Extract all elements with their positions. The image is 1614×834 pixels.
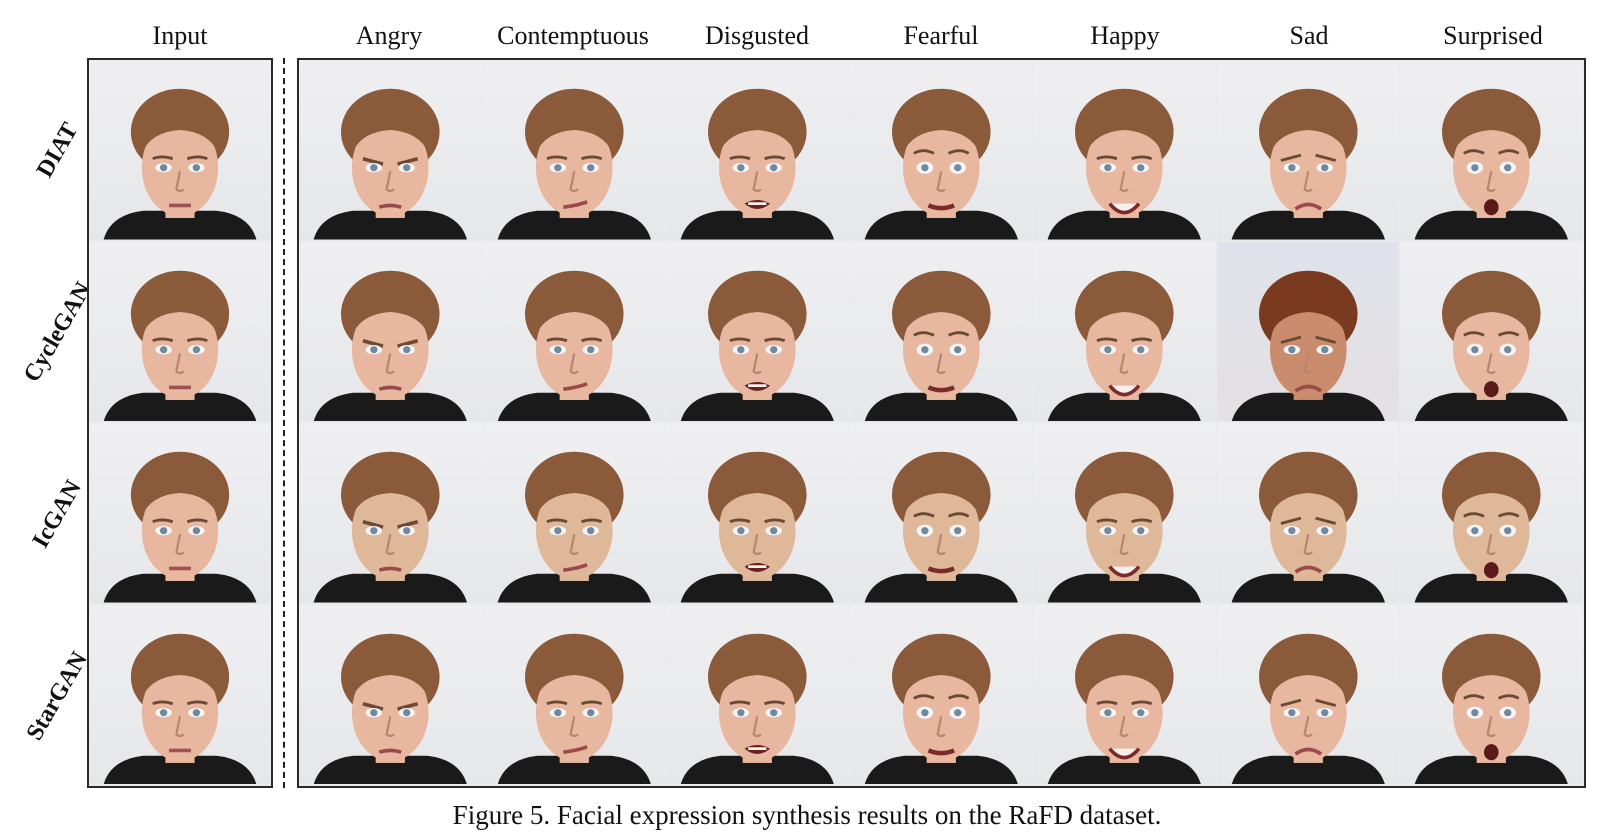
column-header-input: Input: [152, 21, 208, 50]
input-face-stargan: [89, 604, 271, 784]
row-label-cyclegan: CycleGAN: [18, 277, 97, 387]
input-face-diat: [89, 60, 271, 240]
face-icgan-disgusted: [666, 423, 849, 603]
row-label-diat: DIAT: [31, 118, 84, 182]
column-header-angry: Angry: [355, 21, 423, 50]
face-cyclegan-angry: [299, 241, 482, 421]
row-label-icgan: IcGAN: [27, 475, 88, 553]
face-icgan-fearful: [849, 423, 1033, 603]
face-diat-angry: [299, 60, 482, 240]
face-diat-happy: [1033, 60, 1216, 240]
face-cyclegan-happy: [1033, 241, 1216, 421]
results-image-grid: [297, 58, 1586, 788]
face-diat-surprised: [1400, 60, 1583, 240]
face-diat-sad: [1216, 60, 1400, 240]
face-cyclegan-disgusted: [666, 241, 849, 421]
face-stargan-surprised: [1400, 604, 1583, 784]
column-header-happy: Happy: [1090, 21, 1160, 50]
face-stargan-happy: [1033, 604, 1216, 784]
face-stargan-sad: [1216, 604, 1400, 784]
column-header-disgusted: Disgusted: [705, 21, 809, 50]
figure-caption: Figure 5. Facial expression synthesis re…: [452, 800, 1162, 830]
row-label-stargan: StarGAN: [21, 647, 94, 745]
face-cyclegan-sad: [1216, 241, 1400, 421]
input-image-column: [87, 58, 273, 788]
face-icgan-surprised: [1400, 423, 1583, 603]
input-face-cyclegan: [89, 241, 271, 421]
face-stargan-contemptuous: [482, 604, 666, 784]
column-header-fearful: Fearful: [903, 21, 979, 50]
face-cyclegan-contemptuous: [482, 241, 666, 421]
face-icgan-angry: [299, 423, 482, 603]
face-diat-fearful: [849, 60, 1033, 240]
face-diat-disgusted: [666, 60, 849, 240]
face-icgan-happy: [1033, 423, 1216, 603]
face-diat-contemptuous: [482, 60, 666, 240]
face-stargan-angry: [299, 604, 482, 784]
face-cyclegan-fearful: [849, 241, 1033, 421]
input-face-icgan: [89, 423, 271, 603]
face-stargan-fearful: [849, 604, 1033, 784]
column-header-surprised: Surprised: [1443, 21, 1543, 50]
column-header-contemptuous: Contemptuous: [497, 21, 649, 50]
face-icgan-contemptuous: [482, 423, 666, 603]
column-divider: [283, 58, 285, 788]
face-stargan-disgusted: [666, 604, 849, 784]
column-header-sad: Sad: [1289, 21, 1329, 50]
face-cyclegan-surprised: [1400, 241, 1583, 421]
face-icgan-sad: [1216, 423, 1400, 603]
